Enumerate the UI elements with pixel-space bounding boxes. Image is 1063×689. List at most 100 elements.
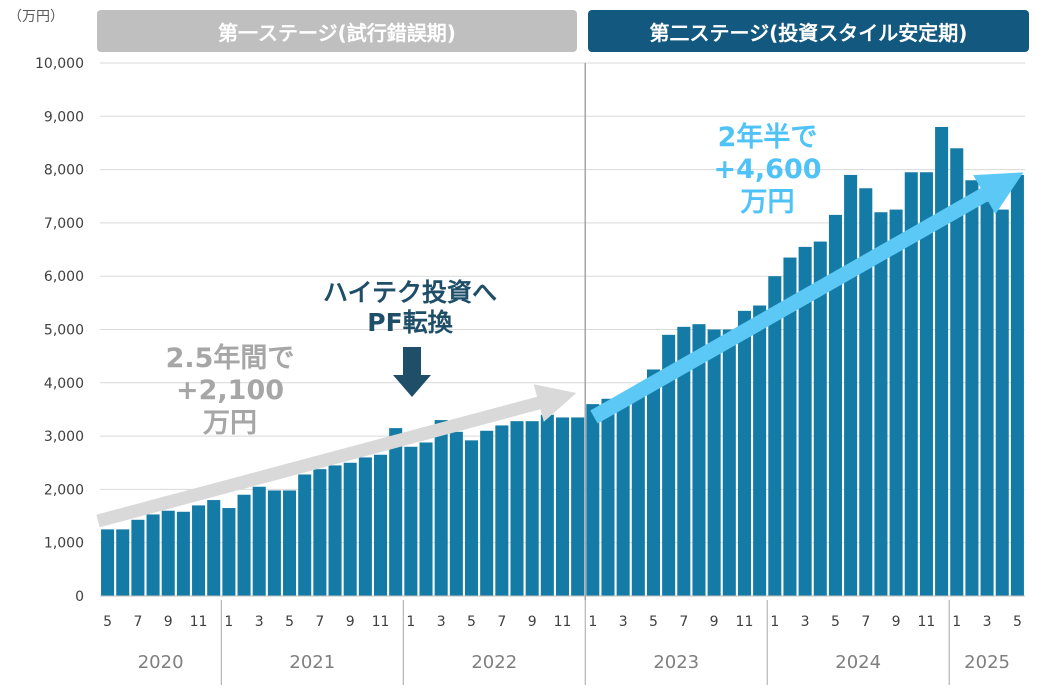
x-year-label: 2022 [471, 652, 517, 673]
down-arrow-icon [393, 347, 431, 397]
y-tick-label: 1,000 [44, 536, 84, 552]
bar-2023-09 [707, 329, 721, 596]
bar-2024-10 [904, 172, 918, 596]
y-tick-label: 7,000 [44, 216, 84, 232]
bar-2020-09 [161, 510, 175, 596]
x-month-label: 9 [346, 614, 355, 630]
bar-2022-12 [571, 417, 585, 596]
stage1-note-amount: +2,100 [175, 375, 285, 407]
x-month-label: 1 [406, 614, 415, 630]
x-month-label: 5 [831, 614, 840, 630]
bar-2024-12 [935, 126, 949, 597]
bar-2023-10 [722, 329, 736, 596]
x-month-label: 11 [372, 614, 390, 630]
bar-2022-07 [495, 425, 509, 596]
x-month-label: 1 [224, 614, 233, 630]
pf-note-line1: ハイテク投資へ [322, 278, 497, 307]
bar-2021-01 [222, 508, 236, 596]
bar-2023-01 [586, 404, 600, 596]
bar-2021-03 [252, 486, 266, 596]
y-tick-label: 4,000 [44, 376, 84, 392]
bar-2023-06 [662, 334, 676, 596]
x-month-label: 9 [710, 614, 719, 630]
bar-2022-09 [525, 421, 539, 596]
x-month-label: 3 [437, 614, 446, 630]
stage1-note-period: 2.5年間で [165, 343, 295, 374]
bar-2022-11 [555, 417, 570, 596]
x-month-label: 1 [952, 614, 961, 630]
y-tick-label: 0 [75, 589, 84, 605]
bar-2024-11 [919, 172, 933, 596]
x-month-label: 3 [255, 614, 264, 630]
bar-2020-10 [176, 511, 190, 596]
bar-2021-05 [283, 490, 297, 596]
x-month-label: 9 [528, 614, 537, 630]
y-tick-label: 2,000 [44, 482, 84, 498]
x-month-label: 1 [770, 614, 779, 630]
bar-2020-08 [146, 514, 160, 596]
stage2-note-period: 2年半で [717, 122, 818, 153]
y-tick-label: 3,000 [44, 429, 84, 445]
bar-2022-06 [480, 430, 494, 596]
bar-2022-05 [464, 440, 479, 596]
bar-2025-04 [995, 209, 1009, 596]
y-tick-label: 10,000 [35, 56, 84, 72]
bar-2022-01 [404, 446, 418, 596]
bar-2020-06 [116, 529, 130, 596]
x-month-label: 11 [554, 614, 572, 630]
bar-2021-12 [389, 428, 403, 596]
x-month-label: 1 [588, 614, 597, 630]
stage1-trend-arrow [96, 384, 577, 528]
x-month-label: 9 [892, 614, 901, 630]
bar-2023-03 [616, 396, 630, 596]
y-axis-unit-label: （万円） [8, 9, 64, 25]
stage2-note-unit: 万円 [740, 186, 795, 218]
bar-2023-02 [601, 398, 615, 596]
stage2-trend-arrow [590, 172, 1024, 424]
x-year-label: 2025 [964, 652, 1010, 673]
y-tick-label: 6,000 [44, 269, 84, 285]
bar-2021-06 [298, 474, 312, 596]
bar-2021-09 [343, 462, 357, 596]
bar-2021-07 [313, 469, 327, 596]
bar-2024-01 [768, 276, 782, 596]
stage2-banner: 第二ステージ(投資スタイル安定期) [588, 10, 1029, 52]
stage2-note-amount: +4,600 [713, 154, 822, 186]
bar-2021-08 [328, 465, 342, 596]
x-year-label: 2024 [835, 652, 881, 673]
bar-2024-02 [783, 257, 797, 596]
stage1-growth-note: 2.5年間で +2,100 万円 [130, 343, 330, 440]
x-month-label: 3 [983, 614, 992, 630]
bar-2020-05 [101, 529, 115, 596]
x-month-label: 7 [497, 614, 506, 630]
x-month-label: 7 [861, 614, 870, 630]
x-month-label: 5 [285, 614, 294, 630]
bar-2021-02 [237, 494, 251, 596]
x-month-label: 5 [1013, 614, 1022, 630]
y-tick-label: 9,000 [44, 109, 84, 125]
bar-2021-10 [358, 457, 372, 596]
bar-2024-03 [798, 246, 812, 596]
bar-2025-03 [980, 201, 994, 596]
bar-2022-08 [510, 421, 524, 596]
y-tick-label: 8,000 [44, 163, 84, 179]
bar-2024-07 [859, 188, 873, 596]
stage1-note-unit: 万円 [203, 407, 257, 439]
stage1-banner: 第一ステージ(試行錯誤期) [97, 10, 577, 52]
bar-2025-01 [950, 148, 964, 596]
bar-2025-05 [1010, 174, 1024, 596]
bar-2024-09 [889, 209, 903, 596]
bar-2022-04 [449, 431, 463, 596]
y-tick-label: 5,000 [44, 323, 84, 339]
bar-2022-03 [434, 420, 448, 596]
pf-note-line2: PF転換 [367, 308, 453, 337]
x-month-label: 11 [918, 614, 936, 630]
x-year-label: 2020 [138, 652, 184, 673]
x-month-label: 3 [801, 614, 810, 630]
pf-shift-note: ハイテク投資へ PF転換 [300, 278, 520, 338]
x-month-label: 11 [736, 614, 754, 630]
stage2-growth-note: 2年半で +4,600 万円 [680, 122, 855, 219]
bar-2024-04 [813, 241, 827, 596]
